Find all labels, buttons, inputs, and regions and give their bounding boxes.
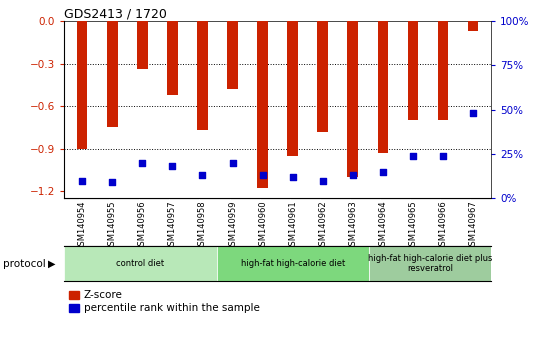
Text: GSM140956: GSM140956: [138, 201, 147, 251]
Text: GSM140957: GSM140957: [168, 201, 177, 251]
Text: ▶: ▶: [47, 259, 55, 269]
Text: GSM140963: GSM140963: [348, 201, 357, 251]
Text: protocol: protocol: [3, 259, 46, 269]
Bar: [318, 21, 328, 132]
Text: GSM140966: GSM140966: [439, 201, 448, 251]
Bar: [77, 21, 88, 149]
Bar: [137, 21, 147, 69]
Bar: [348, 21, 358, 177]
Point: [439, 153, 448, 159]
Text: GSM140964: GSM140964: [378, 201, 387, 251]
Bar: [408, 21, 418, 120]
Point: [469, 110, 478, 116]
Point: [78, 178, 86, 183]
Text: GSM140961: GSM140961: [288, 201, 297, 251]
Bar: [257, 21, 268, 188]
Bar: [437, 21, 448, 120]
Bar: [197, 21, 208, 130]
Point: [258, 172, 267, 178]
Point: [378, 169, 387, 175]
Text: GSM140959: GSM140959: [228, 201, 237, 251]
Point: [108, 179, 117, 185]
Bar: [287, 21, 298, 156]
Point: [198, 172, 207, 178]
Text: GSM140967: GSM140967: [469, 201, 478, 251]
Text: high-fat high-calorie diet: high-fat high-calorie diet: [240, 259, 345, 268]
Text: GSM140958: GSM140958: [198, 201, 207, 251]
Bar: [378, 21, 388, 153]
Bar: [167, 21, 177, 95]
Bar: [217, 246, 369, 281]
Point: [138, 160, 147, 166]
Text: GSM140955: GSM140955: [108, 201, 117, 251]
Text: high-fat high-calorie diet plus
resveratrol: high-fat high-calorie diet plus resverat…: [368, 254, 492, 273]
Bar: [64, 246, 217, 281]
Bar: [369, 246, 491, 281]
Text: GSM140960: GSM140960: [258, 201, 267, 251]
Point: [408, 153, 417, 159]
Text: GSM140962: GSM140962: [318, 201, 327, 251]
Text: GSM140965: GSM140965: [408, 201, 417, 251]
Point: [228, 160, 237, 166]
Point: [348, 172, 357, 178]
Bar: [107, 21, 118, 127]
Point: [288, 174, 297, 180]
Text: control diet: control diet: [116, 259, 165, 268]
Point: [168, 164, 177, 169]
Point: [318, 178, 327, 183]
Text: GSM140954: GSM140954: [78, 201, 86, 251]
Text: GDS2413 / 1720: GDS2413 / 1720: [64, 7, 167, 20]
Bar: [227, 21, 238, 89]
Bar: [468, 21, 478, 31]
Legend: Z-score, percentile rank within the sample: Z-score, percentile rank within the samp…: [69, 290, 260, 313]
